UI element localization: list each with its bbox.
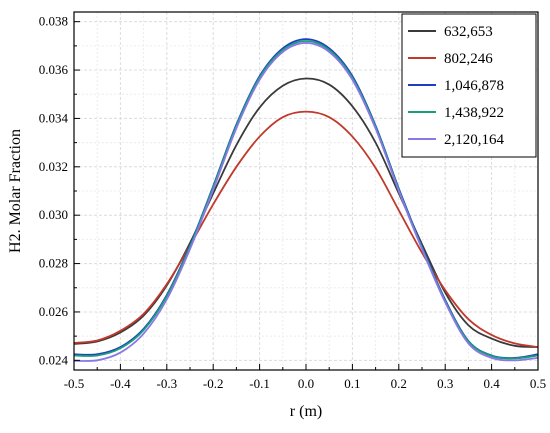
x-tick-label: -0.1 <box>249 376 270 391</box>
y-axis: 0.024 0.026 0.028 0.030 0.032 0.034 0.036 0.038 <box>39 14 80 367</box>
legend-label: 2,120,164 <box>444 132 505 148</box>
y-axis-label: H2. Molar Fraction <box>7 129 24 253</box>
series-line <box>73 42 539 362</box>
y-tick-label: 0.034 <box>39 110 69 125</box>
x-tick-label: -0.3 <box>157 376 178 391</box>
series-line <box>73 77 539 348</box>
y-tick-label: 0.028 <box>39 256 68 271</box>
x-tick-label: 0.4 <box>483 376 500 391</box>
x-tick-label: -0.2 <box>203 376 224 391</box>
legend-label: 1,046,878 <box>444 78 504 94</box>
y-tick-label: 0.026 <box>39 304 69 319</box>
y-tick-label: 0.024 <box>39 352 69 367</box>
x-tick-label: 0.5 <box>530 376 546 391</box>
x-tick-label: -0.5 <box>64 376 85 391</box>
x-tick-label: 0.1 <box>344 376 360 391</box>
legend-label: 1,438,922 <box>444 105 504 121</box>
legend-label: 632,653 <box>444 24 493 40</box>
x-tick-label: 0.3 <box>437 376 453 391</box>
y-tick-label: 0.036 <box>39 62 69 77</box>
x-tick-label: -0.4 <box>110 376 131 391</box>
series-line <box>73 110 539 348</box>
legend-label: 802,246 <box>444 51 493 67</box>
y-tick-label: 0.038 <box>39 14 68 29</box>
x-tick-label: 0.2 <box>391 376 407 391</box>
y-tick-label: 0.032 <box>39 159 68 174</box>
series-layer <box>73 38 539 362</box>
x-axis: -0.5 -0.4 -0.3 -0.2 -0.1 0.0 0.1 0.2 0.3 0.4 0.5 <box>64 364 546 391</box>
x-axis-label: r (m) <box>290 403 322 420</box>
y-tick-label: 0.030 <box>39 207 68 222</box>
x-tick-label: 0.0 <box>298 376 314 391</box>
legend: 632,653 802,246 1,046,878 1,438,922 2,120,16… <box>401 13 537 158</box>
